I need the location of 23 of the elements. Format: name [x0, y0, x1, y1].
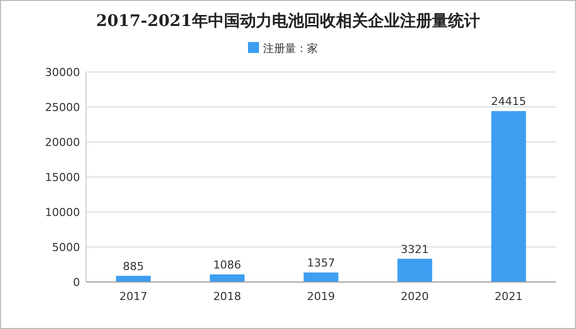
y-tick-label: 30000: [45, 66, 80, 79]
legend-label: 注册量：家: [263, 42, 318, 55]
data-label: 24415: [491, 95, 526, 108]
bar: [491, 111, 526, 282]
data-label: 1357: [307, 256, 335, 270]
bar: [397, 258, 432, 282]
x-tick-label: 2020: [400, 290, 429, 303]
data-label: 3321: [400, 242, 429, 256]
bar: [210, 274, 245, 282]
y-tick-label: 5000: [52, 240, 80, 254]
x-tick-label: 2019: [307, 290, 335, 303]
y-tick-label: 20000: [45, 136, 80, 149]
x-tick-label: 2021: [494, 290, 523, 303]
data-label: 885: [122, 260, 144, 273]
bar: [304, 272, 338, 282]
y-tick-label: 15000: [45, 170, 80, 184]
chart-title: 2017-2021年中国动力电池回收相关企业注册量统计: [96, 11, 480, 30]
x-tick-label: 2017: [119, 290, 148, 303]
y-tick-label: 25000: [45, 100, 80, 114]
x-tick-label: 2018: [213, 290, 242, 303]
y-tick-label: 10000: [45, 206, 80, 219]
y-tick-label: 0: [73, 276, 80, 289]
data-label: 1086: [213, 258, 242, 272]
